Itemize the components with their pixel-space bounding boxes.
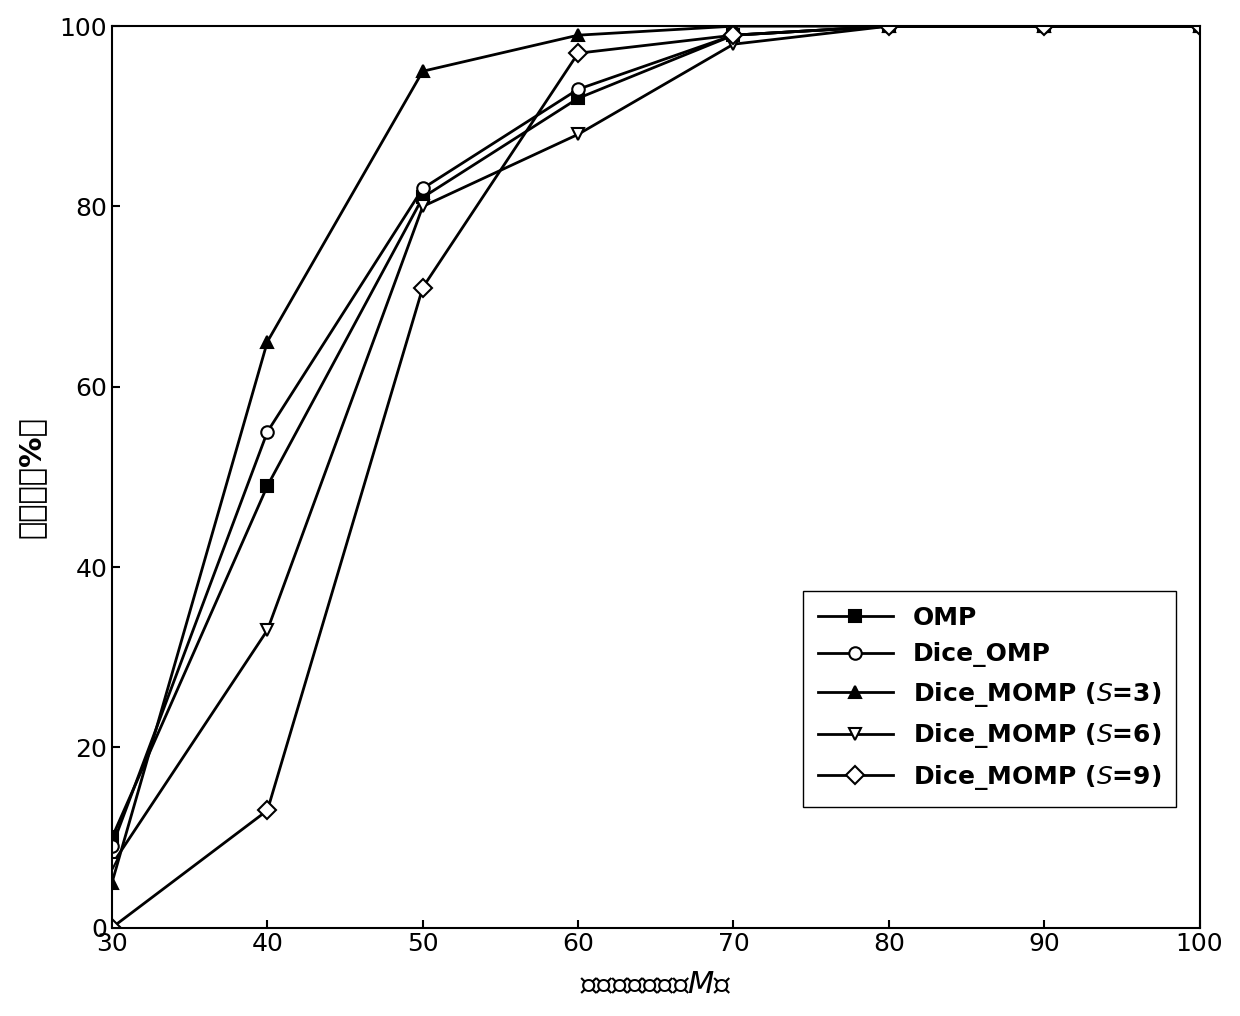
Dice_OMP [1037, 20, 1052, 33]
Dice_MOMP ($S$=6) [1192, 20, 1207, 33]
OMP [260, 480, 275, 492]
Dice_MOMP ($S$=9) [260, 805, 275, 817]
Line: Dice_MOMP ($S$=6): Dice_MOMP ($S$=6) [105, 20, 1205, 871]
Dice_MOMP ($S$=6) [104, 859, 119, 871]
Dice_MOMP ($S$=3) [882, 20, 897, 33]
Y-axis label: 成功率（%）: 成功率（%） [16, 416, 46, 537]
Dice_MOMP ($S$=3) [104, 877, 119, 889]
Dice_MOMP ($S$=6) [725, 38, 740, 50]
OMP [570, 92, 585, 105]
Dice_OMP [570, 83, 585, 96]
OMP [415, 191, 430, 203]
OMP [1192, 20, 1207, 33]
Line: OMP: OMP [105, 20, 1205, 843]
Dice_MOMP ($S$=3) [570, 29, 585, 42]
Dice_MOMP ($S$=3) [725, 20, 740, 33]
OMP [1037, 20, 1052, 33]
Dice_MOMP ($S$=9) [570, 47, 585, 59]
Dice_OMP [104, 840, 119, 852]
Legend: OMP, Dice_OMP, Dice_MOMP ($S$=3), Dice_MOMP ($S$=6), Dice_MOMP ($S$=9): OMP, Dice_OMP, Dice_MOMP ($S$=3), Dice_M… [802, 591, 1177, 807]
Dice_MOMP ($S$=3) [1192, 20, 1207, 33]
Dice_OMP [260, 426, 275, 438]
Line: Dice_OMP: Dice_OMP [105, 20, 1205, 852]
OMP [725, 29, 740, 42]
Dice_MOMP ($S$=6) [260, 624, 275, 636]
Dice_MOMP ($S$=9) [1192, 20, 1207, 33]
OMP [882, 20, 897, 33]
OMP [104, 831, 119, 843]
Dice_MOMP ($S$=9) [882, 20, 897, 33]
Dice_MOMP ($S$=6) [570, 128, 585, 140]
Dice_MOMP ($S$=3) [415, 65, 430, 77]
Line: Dice_MOMP ($S$=9): Dice_MOMP ($S$=9) [105, 20, 1205, 934]
Dice_MOMP ($S$=3) [260, 335, 275, 347]
Dice_MOMP ($S$=6) [882, 20, 897, 33]
Dice_MOMP ($S$=3) [1037, 20, 1052, 33]
Line: Dice_MOMP ($S$=3): Dice_MOMP ($S$=3) [105, 20, 1205, 889]
X-axis label: 观测矩阵维度（$M$）: 观测矩阵维度（$M$） [580, 970, 732, 1000]
Dice_OMP [725, 29, 740, 42]
Dice_OMP [1192, 20, 1207, 33]
Dice_MOMP ($S$=9) [415, 281, 430, 294]
Dice_MOMP ($S$=6) [415, 200, 430, 212]
Dice_MOMP ($S$=6) [1037, 20, 1052, 33]
Dice_MOMP ($S$=9) [725, 29, 740, 42]
Dice_MOMP ($S$=9) [104, 922, 119, 934]
Dice_OMP [415, 182, 430, 194]
Dice_MOMP ($S$=9) [1037, 20, 1052, 33]
Dice_OMP [882, 20, 897, 33]
